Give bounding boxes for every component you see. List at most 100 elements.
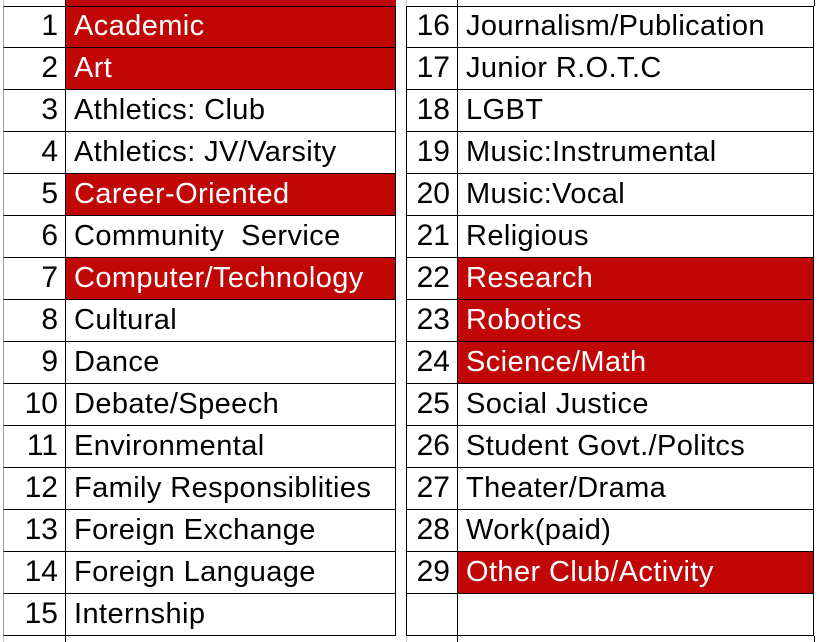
category-cell-left[interactable]: Art [65, 48, 396, 90]
row-number-cell-left[interactable]: 11 [3, 426, 65, 468]
right-margin [814, 6, 819, 48]
category-cell-right[interactable]: Religious [457, 216, 814, 258]
table-row: 8 Cultural 23 Robotics [0, 300, 819, 342]
category-cell-right[interactable]: Other Club/Activity [457, 552, 814, 594]
left-margin [0, 552, 3, 594]
column-gap [396, 90, 406, 132]
category-cell-right[interactable]: Journalism/Publication [457, 6, 814, 48]
category-cell-left[interactable]: Cultural [65, 300, 396, 342]
row-number-cell-right[interactable]: 21 [406, 216, 457, 258]
category-cell-right[interactable]: Music:Instrumental [457, 132, 814, 174]
column-gap [396, 342, 406, 384]
partial-number-cell [406, 636, 457, 642]
right-margin [814, 594, 819, 636]
column-gap [396, 468, 406, 510]
table-row: 5 Career-Oriented 20 Music:Vocal [0, 174, 819, 216]
category-cell-left[interactable]: Foreign Exchange [65, 510, 396, 552]
column-gap [396, 510, 406, 552]
row-number-cell-left[interactable]: 3 [3, 90, 65, 132]
row-number-cell-right[interactable]: 16 [406, 6, 457, 48]
category-cell-right[interactable]: Research [457, 258, 814, 300]
row-number-cell-left[interactable]: 2 [3, 48, 65, 90]
row-number-cell-right[interactable]: 27 [406, 468, 457, 510]
category-cell-right[interactable]: Work(paid) [457, 510, 814, 552]
left-margin [0, 468, 3, 510]
left-margin [0, 300, 3, 342]
category-cell-left[interactable]: Athletics: Club [65, 90, 396, 132]
row-number-cell-right[interactable] [406, 594, 457, 636]
category-cell-right[interactable]: LGBT [457, 90, 814, 132]
category-cell-left[interactable]: Career-Oriented [65, 174, 396, 216]
row-number-cell-left[interactable]: 6 [3, 216, 65, 258]
row-number-cell-right[interactable]: 19 [406, 132, 457, 174]
column-gap [396, 426, 406, 468]
row-number-cell-left[interactable]: 1 [3, 6, 65, 48]
table-row: 10 Debate/Speech 25 Social Justice [0, 384, 819, 426]
left-margin [0, 216, 3, 258]
category-cell-left[interactable]: Computer/Technology [65, 258, 396, 300]
category-cell-left[interactable]: Community Service [65, 216, 396, 258]
category-cell-left[interactable]: Dance [65, 342, 396, 384]
row-number-cell-left[interactable]: 9 [3, 342, 65, 384]
table-row: 2 Art 17 Junior R.O.T.C [0, 48, 819, 90]
column-gap [396, 6, 406, 48]
category-cell-right[interactable]: Social Justice [457, 384, 814, 426]
table-row: 14 Foreign Language 29 Other Club/Activity [0, 552, 819, 594]
row-number-cell-right[interactable]: 25 [406, 384, 457, 426]
category-cell-right[interactable]: Theater/Drama [457, 468, 814, 510]
left-margin [0, 90, 3, 132]
table-row: 9 Dance 24 Science/Math [0, 342, 819, 384]
category-cell-left[interactable]: Academic [65, 6, 396, 48]
category-cell-right[interactable] [457, 594, 814, 636]
right-margin [814, 0, 819, 6]
row-number-cell-right[interactable]: 20 [406, 174, 457, 216]
row-number-cell-left[interactable]: 8 [3, 300, 65, 342]
column-gap [396, 594, 406, 636]
row-number-cell-left[interactable]: 15 [3, 594, 65, 636]
row-number-cell-left[interactable]: 14 [3, 552, 65, 594]
column-gap [396, 0, 406, 6]
right-margin [814, 216, 819, 258]
right-margin [814, 552, 819, 594]
partial-label-cell [457, 0, 814, 6]
row-number-cell-left[interactable]: 4 [3, 132, 65, 174]
right-margin [814, 174, 819, 216]
category-cell-right[interactable]: Science/Math [457, 342, 814, 384]
row-number-cell-right[interactable]: 18 [406, 90, 457, 132]
row-number-cell-right[interactable]: 26 [406, 426, 457, 468]
row-number-cell-right[interactable]: 24 [406, 342, 457, 384]
row-number-cell-right[interactable]: 28 [406, 510, 457, 552]
right-margin [814, 468, 819, 510]
right-margin [814, 300, 819, 342]
partial-label-cell [65, 636, 396, 642]
left-margin [0, 48, 3, 90]
category-cell-right[interactable]: Robotics [457, 300, 814, 342]
row-number-cell-left[interactable]: 13 [3, 510, 65, 552]
right-margin [814, 342, 819, 384]
category-cell-right[interactable]: Music:Vocal [457, 174, 814, 216]
table-row: 6 Community Service 21 Religious [0, 216, 819, 258]
partial-row-top [0, 0, 819, 6]
right-margin [814, 384, 819, 426]
category-cell-left[interactable]: Internship [65, 594, 396, 636]
row-number-cell-right[interactable]: 29 [406, 552, 457, 594]
row-number-cell-left[interactable]: 10 [3, 384, 65, 426]
column-gap [396, 300, 406, 342]
category-cell-right[interactable]: Student Govt./Politcs [457, 426, 814, 468]
row-number-cell-left[interactable]: 7 [3, 258, 65, 300]
category-cell-left[interactable]: Debate/Speech [65, 384, 396, 426]
right-margin [814, 90, 819, 132]
column-gap [396, 384, 406, 426]
category-cell-left[interactable]: Environmental [65, 426, 396, 468]
row-number-cell-right[interactable]: 22 [406, 258, 457, 300]
row-number-cell-left[interactable]: 5 [3, 174, 65, 216]
category-cell-left[interactable]: Foreign Language [65, 552, 396, 594]
row-number-cell-left[interactable]: 12 [3, 468, 65, 510]
category-cell-left[interactable]: Family Responsiblities [65, 468, 396, 510]
category-cell-left[interactable]: Athletics: JV/Varsity [65, 132, 396, 174]
row-number-cell-right[interactable]: 17 [406, 48, 457, 90]
category-cell-right[interactable]: Junior R.O.T.C [457, 48, 814, 90]
row-number-cell-right[interactable]: 23 [406, 300, 457, 342]
table-row: 11 Environmental 26 Student Govt./Politcs [0, 426, 819, 468]
